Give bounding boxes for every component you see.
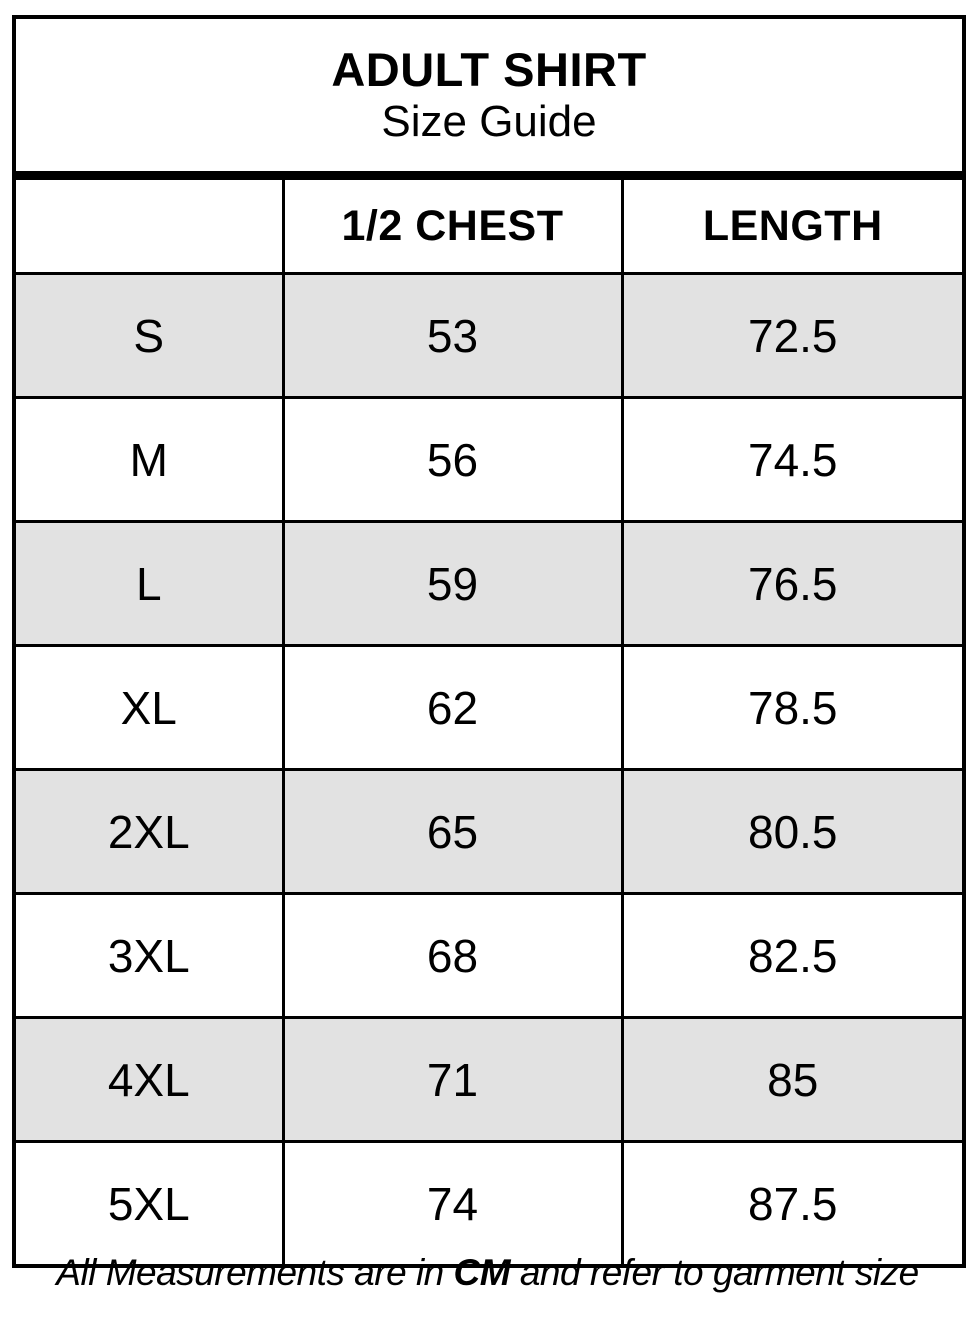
length-value: 76.5 (620, 520, 966, 647)
column-header-length: LENGTH (620, 174, 966, 275)
size-label: M (12, 396, 285, 523)
table-row-3xl: 3XL 68 82.5 (12, 892, 966, 1019)
length-value: 74.5 (620, 396, 966, 523)
half-chest-value: 68 (281, 892, 624, 1019)
size-label: S (12, 272, 285, 399)
column-header-half-chest: 1/2 CHEST (281, 174, 624, 275)
size-label: 3XL (12, 892, 285, 1019)
table-row-5xl: 5XL 74 87.5 (12, 1140, 966, 1268)
half-chest-value: 74 (281, 1140, 624, 1268)
size-label: L (12, 520, 285, 647)
page-subtitle: Size Guide (381, 96, 597, 146)
length-value: 85 (620, 1016, 966, 1143)
length-value: 78.5 (620, 644, 966, 771)
footnote-suffix: and refer to garment size (510, 1252, 919, 1293)
title-row: ADULT SHIRT Size Guide (12, 15, 966, 180)
footnote-prefix: All Measurements are in (56, 1252, 454, 1293)
size-guide-table: ADULT SHIRT Size Guide 1/2 CHEST LENGTH … (12, 15, 967, 1268)
column-header-size (12, 174, 285, 275)
table-row-l: L 59 76.5 (12, 520, 966, 647)
half-chest-value: 56 (281, 396, 624, 523)
half-chest-value: 71 (281, 1016, 624, 1143)
table-row-4xl: 4XL 71 85 (12, 1016, 966, 1143)
footnote-unit-cm: CM (453, 1252, 511, 1293)
table-row-2xl: 2XL 65 80.5 (12, 768, 966, 895)
length-value: 82.5 (620, 892, 966, 1019)
measurement-footnote: All Measurements are in CM and refer to … (0, 1252, 975, 1294)
table-row-s: S 53 72.5 (12, 272, 966, 399)
size-label: 2XL (12, 768, 285, 895)
size-label: 4XL (12, 1016, 285, 1143)
title-cell: ADULT SHIRT Size Guide (12, 15, 966, 180)
half-chest-value: 62 (281, 644, 624, 771)
half-chest-value: 53 (281, 272, 624, 399)
page-title: ADULT SHIRT (331, 42, 647, 96)
size-label: 5XL (12, 1140, 285, 1268)
size-label: XL (12, 644, 285, 771)
table-row-m: M 56 74.5 (12, 396, 966, 523)
length-value: 80.5 (620, 768, 966, 895)
half-chest-value: 59 (281, 520, 624, 647)
column-header-row: 1/2 CHEST LENGTH (12, 174, 966, 275)
length-value: 72.5 (620, 272, 966, 399)
length-value: 87.5 (620, 1140, 966, 1268)
table-row-xl: XL 62 78.5 (12, 644, 966, 771)
half-chest-value: 65 (281, 768, 624, 895)
